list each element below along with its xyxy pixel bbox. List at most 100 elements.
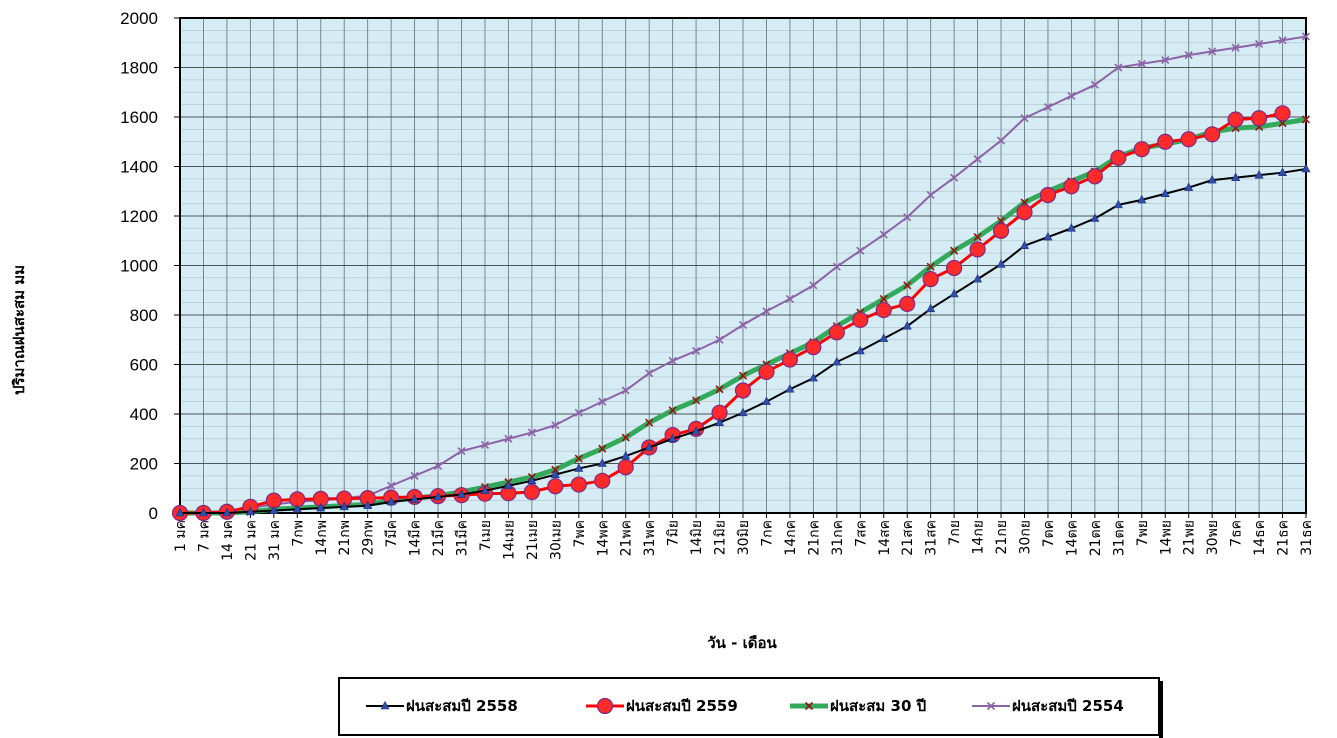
y-tick-label: 1800 [120, 59, 158, 78]
y-tick-label: 1400 [120, 158, 158, 177]
x-tick-label: 7สค [853, 520, 869, 547]
x-tick-label: 21กย [994, 520, 1010, 555]
legend-label: ฝนสะสมปี 2559 [626, 697, 738, 715]
x-tick-label: 14เมย [501, 520, 517, 560]
x-tick-label: 21มีค [431, 520, 447, 556]
series-point [994, 223, 1009, 238]
x-tick-label: 7ตค [1041, 520, 1057, 547]
y-tick-label: 200 [130, 455, 158, 474]
series-point [1275, 106, 1290, 121]
x-tick-label: 21กพ [337, 520, 353, 556]
x-tick-label: 7มีค [384, 520, 400, 548]
x-tick-label: 21กค [806, 520, 822, 556]
x-tick-label: 21ตค [1088, 520, 1104, 556]
series-point [900, 296, 915, 311]
x-tick-label: 31ธค [1299, 520, 1315, 556]
x-tick-label: 7 มค [196, 520, 212, 552]
x-tick-label: 21ธค [1276, 520, 1292, 556]
series-point [1205, 127, 1220, 142]
legend: ฝนสะสมปี 2558 ฝนสะสมปี 2559 ฝนสะสม 30 ปี ฝน… [339, 678, 1163, 738]
y-tick-label: 1600 [120, 108, 158, 127]
x-tick-label: 7กย [947, 520, 963, 546]
series-point [947, 260, 962, 275]
x-tick-label: 7ธค [1229, 520, 1245, 547]
series-point [618, 460, 633, 475]
series-point [1111, 150, 1126, 165]
series-point [1064, 179, 1079, 194]
x-tick-label: 30พย [1205, 520, 1221, 555]
series-point [571, 477, 586, 492]
series-point [524, 484, 539, 499]
series-point [1017, 205, 1032, 220]
x-tick-label: 29กพ [361, 520, 377, 556]
x-tick-label: 14ธค [1252, 520, 1268, 556]
series-point [782, 352, 797, 367]
legend-shadow [1159, 681, 1163, 738]
y-tick-label: 600 [130, 356, 158, 375]
x-tick-label: 30เมย [548, 520, 564, 560]
series-point [1228, 112, 1243, 127]
plot-area [180, 18, 1306, 513]
x-tick-label: 14สค [877, 520, 893, 556]
x-tick-label: 14กย [971, 520, 987, 555]
series-point [1040, 187, 1055, 202]
series-point [1158, 134, 1173, 149]
series-point [1087, 169, 1102, 184]
x-tick-label: 21พค [619, 520, 635, 556]
series-point [970, 242, 985, 257]
series-point [829, 325, 844, 340]
series-point [1134, 142, 1149, 157]
x-tick-label: 14กพ [314, 520, 330, 556]
legend-label: ฝนสะสมปี 2558 [406, 697, 518, 715]
x-tick-label: 14มิย [689, 520, 705, 555]
x-tick-label: 21สค [900, 520, 916, 556]
x-tick-label: 7เมย [478, 520, 494, 551]
legend-label: ฝนสะสมปี 2554 [1012, 697, 1124, 715]
x-axis-title: วัน - เดือน [707, 634, 777, 652]
legend-swatch-marker [598, 699, 613, 714]
x-tick-label: 14มีค [408, 520, 424, 556]
y-tick-label: 1200 [120, 207, 158, 226]
series-point [759, 364, 774, 379]
x-tick-label: 21มิย [713, 520, 729, 555]
x-tick-label: 7พย [1135, 520, 1151, 546]
y-tick-label: 1000 [120, 257, 158, 276]
y-tick-label: 800 [130, 306, 158, 325]
x-tick-label: 7กค [759, 520, 775, 547]
legend-item: ฝนสะสมปี 2559 [586, 697, 738, 715]
x-tick-label: 14 มค [220, 520, 236, 561]
x-tick-label: 31มีค [455, 520, 471, 556]
x-tick-label: 30กย [1018, 520, 1034, 555]
x-tick-label: 14ตค [1064, 520, 1080, 556]
y-tick-label: 0 [149, 504, 158, 523]
series-point [853, 312, 868, 327]
x-tick-label: 1 มค [173, 520, 189, 552]
x-tick-label: 21พย [1182, 520, 1198, 555]
series-point [548, 479, 563, 494]
series-point [806, 340, 821, 355]
y-axis-title: ปริมาณฝนสะสม มม [10, 265, 28, 395]
x-tick-label: 31กค [830, 520, 846, 556]
x-tick-label: 14พย [1158, 520, 1174, 555]
x-tick-label: 7กพ [290, 520, 306, 547]
x-tick-label: 31พค [642, 520, 658, 556]
series-point [595, 473, 610, 488]
series-point [736, 383, 751, 398]
x-tick-label: 14กค [783, 520, 799, 556]
x-tick-label: 7พค [572, 520, 588, 548]
x-tick-label: 21 มค [243, 520, 259, 561]
y-tick-label: 2000 [120, 9, 158, 28]
x-tick-label: 21เมย [525, 520, 541, 560]
x-tick-label: 31ตค [1111, 520, 1127, 556]
x-tick-label: 30มิย [736, 520, 752, 555]
y-tick-label: 400 [130, 405, 158, 424]
series-point [1181, 132, 1196, 147]
x-tick-label: 7มิย [666, 520, 682, 546]
legend-label: ฝนสะสม 30 ปี [830, 697, 926, 715]
series-point [923, 272, 938, 287]
x-tick-label: 14พค [595, 520, 611, 556]
series-point [876, 303, 891, 318]
x-tick-label: 31 มค [267, 520, 283, 561]
series-point [1252, 111, 1267, 126]
